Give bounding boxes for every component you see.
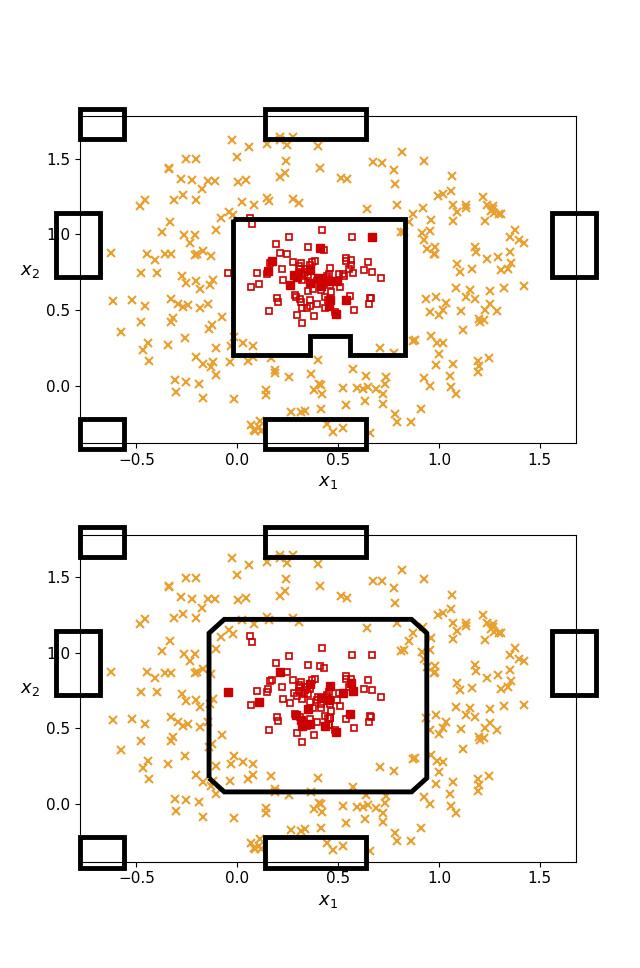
- Bar: [80, 837, 124, 867]
- Bar: [266, 419, 366, 449]
- X-axis label: $x_1$: $x_1$: [318, 892, 338, 910]
- Bar: [80, 108, 124, 138]
- Bar: [80, 527, 124, 558]
- Bar: [80, 419, 124, 449]
- Bar: [266, 837, 366, 867]
- X-axis label: $x_1$: $x_1$: [318, 473, 338, 492]
- Y-axis label: $x_2$: $x_2$: [20, 681, 40, 698]
- Bar: [552, 631, 596, 695]
- Y-axis label: $x_2$: $x_2$: [20, 261, 40, 280]
- Bar: [56, 631, 100, 695]
- Bar: [56, 213, 100, 277]
- Bar: [266, 527, 366, 558]
- Bar: [266, 108, 366, 138]
- Bar: [552, 213, 596, 277]
